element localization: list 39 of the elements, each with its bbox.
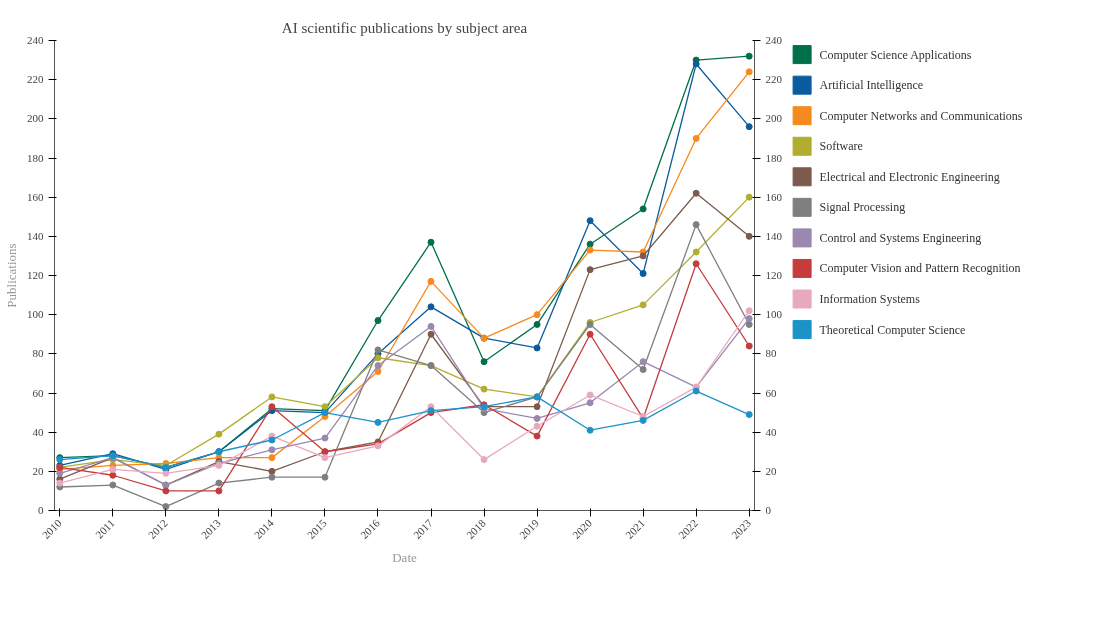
legend-label: Information Systems [819,292,921,306]
y-tick-label: 0 [38,504,44,516]
y2-tick-label: 100 [765,308,783,321]
y2-tick-label: 180 [765,151,783,164]
x-axis-title: Date [392,550,417,566]
legend-label: Control and Systems Engineering [819,230,982,245]
y-tick-label: 100 [27,308,44,321]
y2-tick-label: 80 [765,347,777,360]
chart-title: AI scientific publications by subject area [281,19,528,36]
y2-tick-label: 160 [765,190,783,203]
legend-label: Computer Science Applications [819,47,972,62]
legend-label: Artificial Intelligence [819,78,924,93]
y-tick-label: 80 [32,347,44,360]
y-tick-label: 60 [32,386,44,399]
y-tick-label: 40 [32,425,44,438]
y-tick-label: 160 [27,190,44,203]
y2-tick-label: 40 [765,425,777,438]
legend-label: Computer Vision and Pattern Recognition [819,261,1021,276]
y2-tick-label: 20 [765,464,777,477]
y2-tick-label: 120 [765,269,783,281]
y2-tick-label: 140 [765,229,783,242]
legend-label: Software [819,139,863,154]
legend-label: Computer Networks and Communications [819,108,1023,123]
y-axis-title: Publications [4,243,19,308]
y-tick-label: 180 [27,151,44,164]
y2-tick-label: 60 [765,386,777,399]
y-tick-label: 120 [27,269,44,281]
y-tick-label: 200 [27,112,44,125]
y-tick-label: 240 [27,34,44,46]
y-tick-label: 220 [27,73,44,86]
y2-tick-label: 220 [765,73,783,86]
y2-tick-label: 240 [765,34,783,46]
y-tick-label: 140 [27,229,44,242]
legend-label: Theoretical Computer Science [819,322,966,337]
y2-tick-label: 200 [765,112,783,125]
legend-label: Signal Processing [819,200,906,215]
legend-label: Electrical and Electronic Engineering [819,169,1000,184]
y-tick-label: 20 [32,464,44,477]
y2-tick-label: 0 [765,504,772,516]
